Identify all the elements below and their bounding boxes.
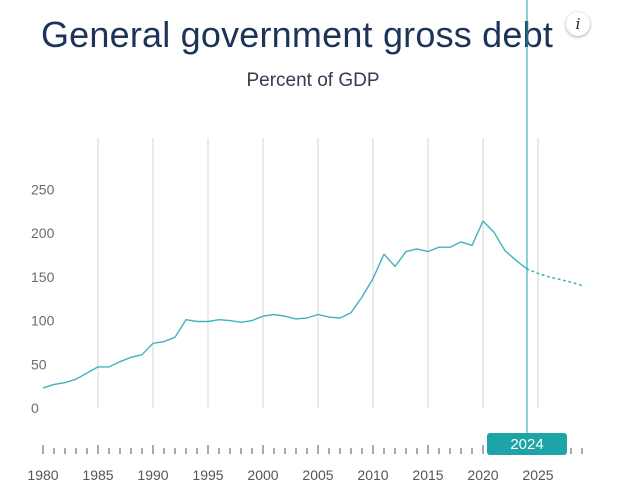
x-tick-label: 1995 xyxy=(192,467,223,483)
x-tick-label: 2005 xyxy=(302,467,333,483)
x-tick-label: 1980 xyxy=(27,467,58,483)
y-tick-label: 100 xyxy=(31,313,55,329)
chart-title: General government gross debt xyxy=(40,14,554,55)
x-axis: 1980 1985 1990 1995 2000 2005 2010 2015 2020 2025 xyxy=(27,445,583,483)
x-tick-label: 2020 xyxy=(467,467,498,483)
x-tick-label: 2015 xyxy=(412,467,443,483)
chart-subtitle: Percent of GDP xyxy=(246,70,380,91)
y-tick-label: 250 xyxy=(31,182,55,198)
projection-line xyxy=(526,268,583,287)
series-layer xyxy=(42,220,583,389)
y-axis: 0 50 100 150 200 250 xyxy=(31,182,55,417)
year-marker-label: 2024 xyxy=(510,436,543,453)
grid-lines xyxy=(97,138,539,408)
year-marker-badge[interactable] xyxy=(487,433,567,455)
y-tick-label: 0 xyxy=(31,400,39,416)
info-icon[interactable]: i xyxy=(566,12,590,36)
year-marker[interactable]: 2024 xyxy=(487,0,567,455)
x-tick-label: 2025 xyxy=(522,467,553,483)
x-tick-label: 2000 xyxy=(247,467,278,483)
debt-line xyxy=(42,220,528,389)
x-tick-label: 2010 xyxy=(357,467,388,483)
x-tick-label: 1990 xyxy=(137,467,168,483)
y-tick-label: 150 xyxy=(31,269,55,285)
x-tick-label: 1985 xyxy=(82,467,113,483)
y-tick-label: 50 xyxy=(31,356,47,372)
y-tick-label: 200 xyxy=(31,225,55,241)
